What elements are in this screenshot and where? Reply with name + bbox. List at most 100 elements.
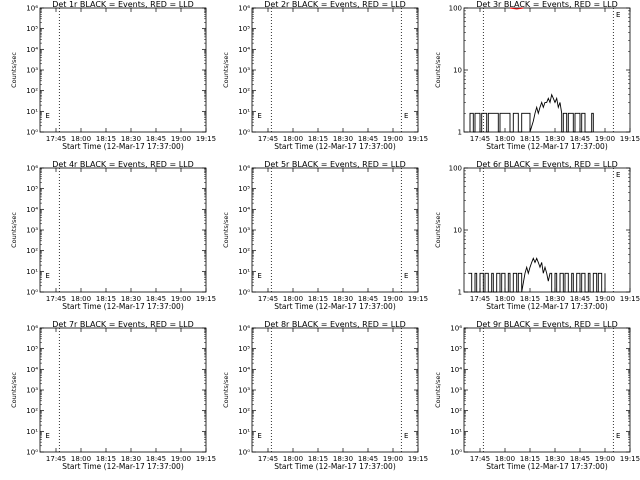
y-axis-label: Counts/sec — [434, 212, 442, 248]
y-tick-label: 10⁰ — [26, 449, 38, 457]
y-axis-label: Counts/sec — [222, 52, 230, 88]
y-tick-label: 10⁴ — [26, 46, 38, 54]
y-tick-label: 10⁰ — [450, 449, 462, 457]
panel-det-4: Det 4r BLACK = Events, RED = LLD 10⁰ 10¹ 10… — [10, 160, 216, 311]
plot-frame — [251, 327, 419, 453]
x-tick-label: 19:00 — [383, 455, 403, 463]
panel-det-3: Det 3r BLACK = Events, RED = LLD 1 10 100 17… — [434, 0, 640, 151]
x-tick-label: 18:00 — [283, 295, 303, 303]
y-tick-label: 10³ — [26, 387, 38, 395]
x-tick-label: 19:15 — [408, 455, 428, 463]
series-line-1 — [468, 257, 606, 293]
event-marker-label: E — [616, 171, 620, 179]
x-tick-label: 18:15 — [308, 295, 328, 303]
x-tick-label: 19:15 — [408, 135, 428, 143]
y-axis-label: Counts/sec — [10, 372, 18, 408]
y-axis-label: Counts/sec — [434, 52, 442, 88]
y-tick-label: 10¹ — [238, 428, 250, 436]
event-marker-label: E — [257, 112, 261, 120]
x-tick-label: 18:15 — [96, 295, 116, 303]
y-tick-label: 10⁶ — [26, 325, 38, 333]
y-tick-label: 10¹ — [26, 268, 38, 276]
y-axis-label: Counts/sec — [222, 372, 230, 408]
y-tick-label: 10⁴ — [238, 46, 250, 54]
x-tick-label: 19:15 — [620, 455, 640, 463]
panel-title: Det 7r BLACK = Events, RED = LLD — [52, 320, 194, 329]
x-tick-label: 17:45 — [258, 135, 278, 143]
panel-title: Det 4r BLACK = Events, RED = LLD — [52, 160, 194, 169]
y-tick-label: 10² — [238, 247, 250, 255]
x-tick-label: 18:15 — [520, 455, 540, 463]
panel-det-9: Det 9r BLACK = Events, RED = LLD 10⁰ 10¹ 10… — [434, 320, 640, 471]
event-marker-label: E — [404, 432, 408, 440]
plot-frame — [463, 327, 631, 453]
y-tick-label: 10⁶ — [238, 5, 250, 13]
x-tick-label: 19:00 — [383, 135, 403, 143]
x-tick-label: 17:45 — [258, 455, 278, 463]
y-tick-label: 10³ — [238, 387, 250, 395]
x-axis-label: Start Time (12-Mar-17 17:37:00) — [274, 302, 396, 311]
x-tick-label: 18:45 — [146, 295, 166, 303]
x-tick-label: 19:00 — [383, 295, 403, 303]
y-tick-label: 10⁵ — [238, 345, 250, 353]
y-tick-label: 10³ — [238, 227, 250, 235]
y-tick-label: 10¹ — [26, 108, 38, 116]
y-axis-label: Counts/sec — [10, 52, 18, 88]
x-tick-label: 17:45 — [470, 455, 490, 463]
y-tick-label: 100 — [449, 5, 462, 13]
panel-det-2: Det 2r BLACK = Events, RED = LLD 10⁰ 10¹ 10… — [222, 0, 428, 151]
panel-title: Det 8r BLACK = Events, RED = LLD — [264, 320, 406, 329]
y-tick-label: 100 — [449, 165, 462, 173]
event-marker-label: E — [616, 432, 620, 440]
series-line-2 — [509, 7, 524, 10]
x-tick-label: 18:00 — [283, 455, 303, 463]
y-tick-label: 10⁶ — [238, 325, 250, 333]
event-marker-label: E — [404, 112, 408, 120]
x-tick-label: 18:00 — [71, 135, 91, 143]
x-tick-label: 18:15 — [308, 135, 328, 143]
x-tick-label: 18:45 — [570, 455, 590, 463]
x-tick-label: 18:00 — [495, 295, 515, 303]
y-tick-label: 10² — [26, 87, 38, 95]
x-axis-label: Start Time (12-Mar-17 17:37:00) — [486, 302, 608, 311]
y-tick-label: 10⁵ — [26, 345, 38, 353]
x-tick-label: 18:30 — [121, 455, 141, 463]
y-tick-label: 10⁵ — [450, 345, 462, 353]
plot-frame — [39, 7, 207, 133]
x-tick-label: 19:00 — [595, 135, 615, 143]
event-marker-label: E — [45, 272, 49, 280]
x-tick-label: 18:30 — [545, 135, 565, 143]
event-marker-label: E — [45, 432, 49, 440]
x-tick-label: 18:45 — [358, 135, 378, 143]
x-tick-label: 18:00 — [495, 455, 515, 463]
x-tick-label: 18:15 — [96, 135, 116, 143]
event-marker-label: E — [404, 272, 408, 280]
panel-title: Det 6r BLACK = Events, RED = LLD — [476, 160, 618, 169]
y-tick-label: 10 — [453, 227, 462, 235]
y-tick-label: 10⁴ — [450, 366, 462, 374]
y-tick-label: 10² — [238, 407, 250, 415]
y-tick-label: 10⁰ — [26, 289, 38, 297]
x-tick-label: 18:45 — [570, 135, 590, 143]
panel-title: Det 2r BLACK = Events, RED = LLD — [264, 0, 406, 9]
x-tick-label: 19:15 — [196, 135, 216, 143]
x-tick-label: 18:30 — [121, 135, 141, 143]
x-axis-label: Start Time (12-Mar-17 17:37:00) — [62, 142, 184, 151]
y-tick-label: 10⁵ — [238, 185, 250, 193]
x-tick-label: 19:15 — [196, 455, 216, 463]
x-axis-label: Start Time (12-Mar-17 17:37:00) — [486, 462, 608, 471]
x-tick-label: 18:45 — [146, 455, 166, 463]
x-axis-label: Start Time (12-Mar-17 17:37:00) — [62, 302, 184, 311]
y-tick-label: 10⁴ — [238, 206, 250, 214]
event-marker-label: E — [45, 112, 49, 120]
y-tick-label: 10⁰ — [26, 129, 38, 137]
x-tick-label: 18:15 — [520, 135, 540, 143]
plot-frame — [39, 167, 207, 293]
y-tick-label: 10³ — [238, 67, 250, 75]
plot-frame — [251, 167, 419, 293]
panel-det-5: Det 5r BLACK = Events, RED = LLD 10⁰ 10¹ 10… — [222, 160, 428, 311]
x-tick-label: 18:00 — [71, 295, 91, 303]
y-tick-label: 10³ — [26, 227, 38, 235]
y-tick-label: 10³ — [450, 387, 462, 395]
